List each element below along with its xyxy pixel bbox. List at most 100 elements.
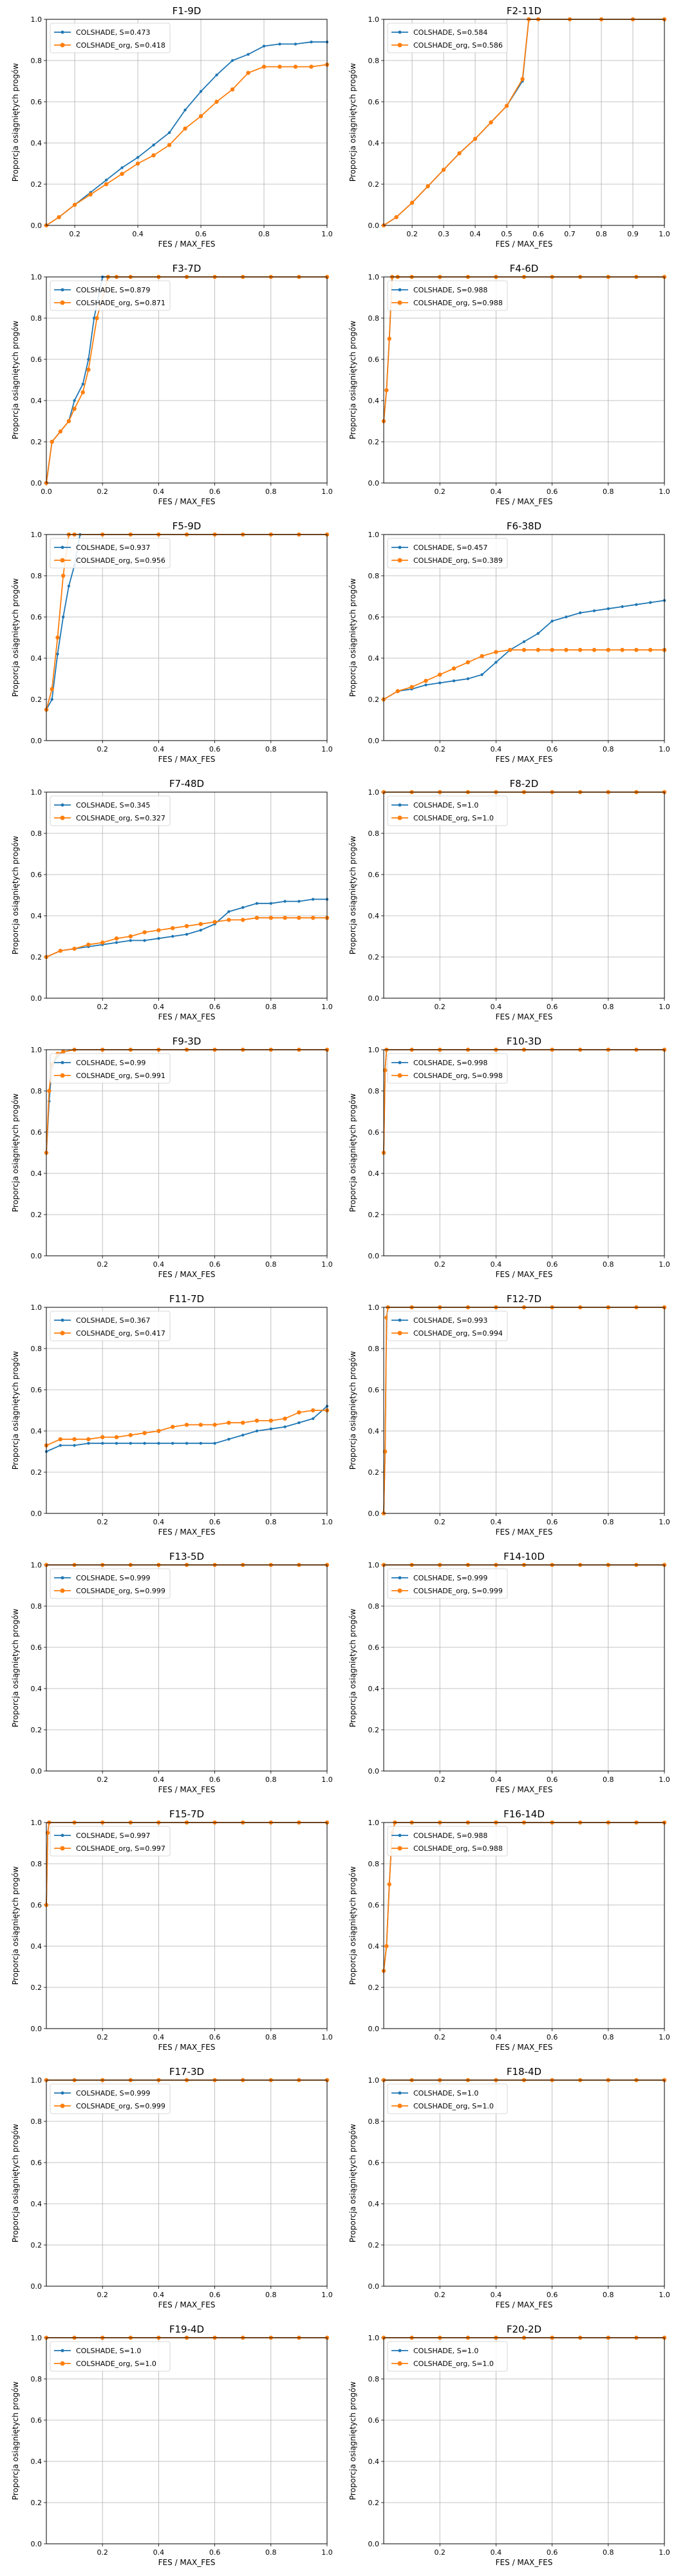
data-point: [81, 383, 84, 386]
x-tick-label: 0.6: [547, 745, 558, 753]
data-point: [309, 64, 314, 69]
data-point: [395, 689, 400, 694]
data-point: [520, 77, 525, 82]
data-point: [198, 114, 203, 118]
x-tick-label: 0.4: [491, 2548, 502, 2557]
chart-panel: F2-11D 0.2 0.3 0.4 0.5 0.6 0.7 0.8 0.9 1.0 0.0 0.2 0…: [348, 5, 670, 249]
y-axis-label: Proporcja osiągniętych progów: [348, 63, 357, 182]
legend-label: COLSHADE, S=0.584: [413, 28, 487, 37]
plot-frame: [383, 534, 665, 741]
y-axis-label: Proporcja osiągniętych progów: [348, 2124, 357, 2242]
legend-label: COLSHADE_org, S=0.999: [76, 1587, 165, 1595]
x-axis-label: FES / MAX_FES: [496, 240, 553, 249]
x-tick-label: 0.2: [406, 230, 418, 238]
y-tick-label: 0.0: [31, 1252, 42, 1260]
legend: COLSHADE, S=0.879 COLSHADE_org, S=0.871: [50, 280, 171, 311]
x-tick-label: 0.4: [153, 1776, 165, 1784]
data-point: [95, 316, 99, 321]
data-point: [508, 648, 512, 652]
data-point: [115, 941, 118, 944]
data-point: [311, 916, 315, 920]
legend-box: [387, 1826, 508, 1857]
legend-marker: [61, 1061, 64, 1065]
y-tick-label: 0.0: [31, 994, 42, 1003]
x-tick-label: 0.6: [547, 1776, 558, 1784]
chart-panel: F7-48D 0.2 0.4 0.6 0.8 1.0 0.0 0.2 0.4 0.6 0.8 1.0 C…: [11, 778, 333, 1021]
data-point: [171, 926, 175, 931]
legend-label: COLSHADE_org, S=0.417: [76, 1329, 165, 1338]
y-tick-label: 1.0: [31, 15, 42, 24]
legend-box: [50, 280, 171, 311]
y-tick-label: 0.6: [368, 1901, 380, 1909]
y-tick-label: 0.0: [368, 2540, 380, 2548]
legend-marker: [61, 288, 64, 292]
x-tick-label: 0.8: [603, 2548, 614, 2557]
y-tick-label: 1.0: [368, 2076, 380, 2085]
legend-box: [50, 538, 171, 569]
legend-label: COLSHADE_org, S=0.418: [76, 41, 165, 50]
legend-box: [50, 1311, 171, 1341]
x-axis-label: FES / MAX_FES: [496, 2043, 553, 2052]
legend-label: COLSHADE, S=0.999: [76, 1574, 150, 1582]
legend: COLSHADE, S=1.0 COLSHADE_org, S=1.0: [387, 2083, 508, 2114]
legend-box: [50, 2083, 171, 2114]
y-tick-label: 0.6: [368, 1643, 380, 1652]
legend-marker: [61, 1576, 64, 1580]
legend: COLSHADE, S=0.988 COLSHADE_org, S=0.988: [387, 280, 508, 311]
x-tick-label: 0.8: [265, 1776, 277, 1784]
plot-frame: [383, 791, 665, 999]
x-tick-label: 0.8: [265, 1003, 277, 1011]
y-tick-label: 0.8: [368, 1860, 380, 1868]
y-tick-label: 0.2: [31, 953, 42, 961]
legend-box: [387, 23, 508, 53]
x-tick-label: 0.2: [97, 1518, 108, 1526]
data-point: [387, 336, 391, 341]
x-tick-label: 1.0: [321, 745, 333, 753]
chart-title: F1-9D: [173, 5, 202, 17]
chart-panel: F3-7D 0.0 0.2 0.4 0.6 0.8 1.0 0.0 0.2 0.4 0.6 0.8 1.…: [11, 263, 333, 506]
legend-label: COLSHADE_org, S=1.0: [413, 2360, 494, 2368]
data-point: [136, 156, 140, 159]
x-tick-label: 0.4: [132, 230, 144, 238]
data-point: [426, 184, 430, 189]
chart-title: F6-38D: [507, 520, 541, 532]
y-tick-label: 0.6: [368, 613, 380, 621]
data-point: [86, 942, 91, 947]
y-tick-label: 0.6: [31, 1386, 42, 1394]
legend-marker: [397, 300, 402, 305]
legend-marker: [397, 1588, 402, 1593]
x-tick-label: 0.9: [627, 230, 639, 238]
x-tick-label: 0.8: [603, 2033, 614, 2041]
chart-title: F16-14D: [503, 1808, 545, 1820]
y-tick-label: 0.2: [368, 1211, 380, 1219]
legend-label: COLSHADE, S=0.457: [413, 544, 487, 552]
y-tick-label: 0.6: [368, 1386, 380, 1394]
data-point: [157, 937, 160, 940]
y-tick-label: 0.8: [31, 1602, 42, 1611]
legend-label: COLSHADE, S=0.998: [413, 1059, 487, 1067]
x-tick-label: 0.2: [434, 1518, 446, 1526]
x-tick-label: 0.6: [547, 2548, 558, 2557]
x-tick-label: 0.6: [209, 1260, 221, 1269]
y-axis-label: Proporcja osiągniętych progów: [11, 578, 20, 697]
data-point: [198, 922, 203, 927]
legend-label: COLSHADE, S=0.937: [76, 544, 150, 552]
data-point: [424, 679, 428, 683]
data-point: [58, 1437, 63, 1441]
y-tick-label: 0.0: [31, 2540, 42, 2548]
y-tick-label: 1.0: [368, 788, 380, 797]
legend-marker: [398, 2091, 402, 2095]
data-point: [550, 648, 554, 652]
y-axis-label: Proporcja osiągniętych progów: [348, 1351, 357, 1470]
legend-marker: [60, 300, 65, 305]
x-tick-label: 1.0: [321, 2033, 333, 2041]
x-tick-label: 0.8: [258, 230, 270, 238]
y-tick-label: 0.4: [368, 912, 380, 920]
legend-box: [387, 2083, 508, 2114]
y-axis-label: Proporcja osiągniętych progów: [11, 1866, 20, 1985]
legend-marker: [397, 2103, 402, 2108]
x-tick-label: 0.6: [547, 1003, 558, 1011]
data-point: [184, 1423, 189, 1427]
y-tick-label: 0.4: [31, 1427, 42, 1435]
x-tick-label: 1.0: [659, 230, 670, 238]
